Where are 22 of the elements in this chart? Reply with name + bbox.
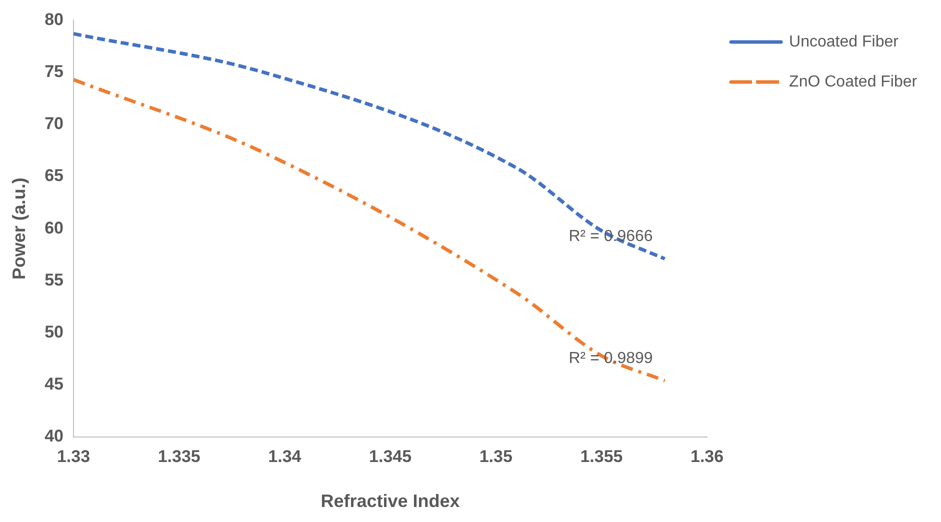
x-axis-title: Refractive Index <box>320 491 460 512</box>
y-tick-label: 55 <box>44 270 64 290</box>
y-tick-label: 50 <box>44 322 64 342</box>
line-series <box>74 32 667 261</box>
y-tick-label: 80 <box>44 10 64 29</box>
x-tick-label: 1.34 <box>268 446 302 466</box>
x-tick-label: 1.345 <box>369 446 412 466</box>
x-tick-label: 1.335 <box>158 446 200 466</box>
y-axis-title: Power (a.u.) <box>8 178 29 280</box>
y-tick-label: 60 <box>44 218 64 238</box>
line-series <box>74 78 667 382</box>
legend-label: ZnO Coated Fiber <box>789 73 926 90</box>
x-tick-label: 1.35 <box>479 446 512 466</box>
y-tick-label: 75 <box>44 62 64 81</box>
y-tick-label: 70 <box>44 114 64 134</box>
x-tick-label: 1.33 <box>56 446 90 466</box>
x-tick-label: 1.355 <box>580 446 623 466</box>
y-tick-label: 45 <box>44 374 64 394</box>
x-tick-label: 1.36 <box>690 446 724 466</box>
legend-label: Uncoated Fiber <box>789 33 908 50</box>
y-tick-label: 65 <box>44 166 64 186</box>
y-tick-label: 40 <box>44 426 64 446</box>
